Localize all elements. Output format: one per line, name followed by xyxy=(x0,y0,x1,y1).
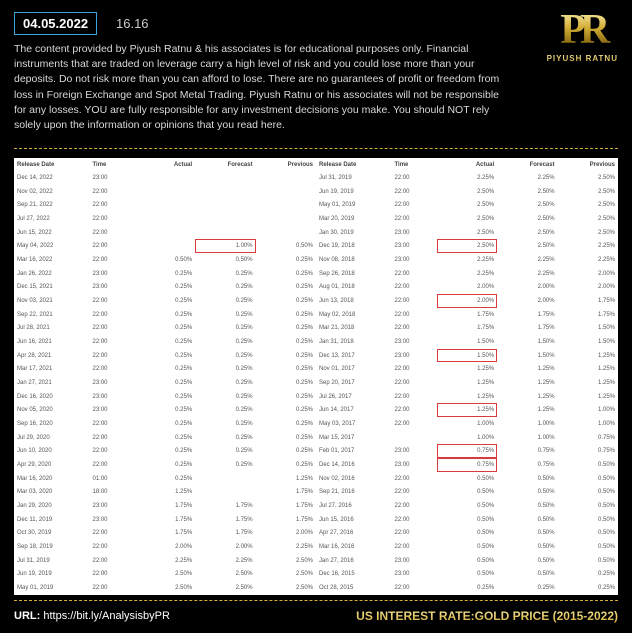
divider-bottom xyxy=(14,600,618,601)
column-header: Time xyxy=(90,158,135,171)
column-header: Forecast xyxy=(497,158,557,171)
table-row: Jun 19, 201922:002.50%2.50%2.50% xyxy=(316,185,618,199)
column-header: Previous xyxy=(256,158,316,171)
table-row: Jul 28, 202122:000.25%0.25%0.25% xyxy=(14,321,316,335)
table-row: Dec 15, 202123:000.25%0.25%0.25% xyxy=(14,280,316,294)
table-row: Nov 02, 202222:00 xyxy=(14,185,316,199)
table-row: Jan 30, 201923:002.50%2.50%2.50% xyxy=(316,226,618,240)
table-row: Jul 26, 201722:001.25%1.25%1.25% xyxy=(316,390,618,404)
table-row: Jan 27, 201623:000.50%0.50%0.50% xyxy=(316,554,618,568)
date-badge: 04.05.2022 xyxy=(14,12,97,35)
footer-title: US INTEREST RATE:GOLD PRICE (2015-2022) xyxy=(356,609,618,623)
table-row: Jul 29, 202022:000.25%0.25%0.25% xyxy=(14,431,316,445)
table-row: Dec 13, 201723:001.50%1.50%1.25% xyxy=(316,349,618,363)
table-row: Sep 21, 201622:000.50%0.50%0.50% xyxy=(316,485,618,499)
url-value: https://bit.ly/AnalysisbyPR xyxy=(43,610,170,622)
column-header: Forecast xyxy=(195,158,255,171)
column-header: Previous xyxy=(558,158,618,171)
column-header: Actual xyxy=(437,158,497,171)
table-row: Jun 16, 202122:000.25%0.25%0.25% xyxy=(14,335,316,349)
table-row: Dec 16, 202023:000.25%0.25%0.25% xyxy=(14,390,316,404)
table-row: Jul 31, 201922:002.25%2.25%2.50% xyxy=(14,554,316,568)
table-row: Jul 27, 201622:000.50%0.50%0.50% xyxy=(316,499,618,513)
rates-table-right: Release DateTimeActualForecastPreviousJu… xyxy=(316,158,618,595)
table-row: Nov 03, 202122:000.25%0.25%0.25% xyxy=(14,294,316,308)
table-row: Nov 05, 202023:000.25%0.25%0.25% xyxy=(14,403,316,417)
data-tables: Release DateTimeActualForecastPreviousDe… xyxy=(14,158,618,595)
table-row: Jun 19, 201922:002.50%2.50%2.50% xyxy=(14,567,316,581)
table-row: Dec 11, 201923:001.75%1.75%1.75% xyxy=(14,513,316,527)
table-row: Dec 14, 201623:000.75%0.75%0.50% xyxy=(316,458,618,472)
column-header: Time xyxy=(392,158,437,171)
table-row: Apr 28, 202122:000.25%0.25%0.25% xyxy=(14,349,316,363)
table-row: Mar 15, 20171.00%1.00%0.75% xyxy=(316,431,618,445)
table-row: Sep 20, 201722:001.25%1.25%1.25% xyxy=(316,376,618,390)
table-row: Apr 29, 202022:000.25%0.25%0.25% xyxy=(14,458,316,472)
table-row: Jun 15, 202222:00 xyxy=(14,226,316,240)
logo-name: PIYUSH RATNU xyxy=(547,54,618,63)
table-row: Sep 21, 202222:00 xyxy=(14,198,316,212)
logo-monogram: PR xyxy=(547,12,618,50)
table-row: Nov 02, 201622:000.50%0.50%0.50% xyxy=(316,472,618,486)
table-row: Jul 31, 201922:002.25%2.25%2.50% xyxy=(316,171,618,185)
url-label: URL: xyxy=(14,610,40,622)
table-row: Aug 01, 201822:002.00%2.00%2.00% xyxy=(316,280,618,294)
table-row: May 01, 201922:002.50%2.50%2.50% xyxy=(14,581,316,595)
column-header: Release Date xyxy=(316,158,392,171)
table-row: Dec 16, 201523:000.50%0.50%0.25% xyxy=(316,567,618,581)
time-text: 16.16 xyxy=(116,16,149,31)
table-row: Oct 28, 201522:000.25%0.25%0.25% xyxy=(316,581,618,595)
table-row: May 01, 201922:002.50%2.50%2.50% xyxy=(316,198,618,212)
table-row: Mar 16, 201622:000.50%0.50%0.50% xyxy=(316,540,618,554)
footer: URL: https://bit.ly/AnalysisbyPR US INTE… xyxy=(14,609,618,623)
divider-top xyxy=(14,148,618,149)
table-row: Mar 17, 202122:000.25%0.25%0.25% xyxy=(14,362,316,376)
table-row: Apr 27, 201622:000.50%0.50%0.50% xyxy=(316,526,618,540)
table-row: Jun 13, 201822:002.00%2.00%1.75% xyxy=(316,294,618,308)
table-row: Oct 30, 201922:001.75%1.75%2.00% xyxy=(14,526,316,540)
table-row: Sep 16, 202022:000.25%0.25%0.25% xyxy=(14,417,316,431)
table-row: Jan 31, 201823:001.50%1.50%1.50% xyxy=(316,335,618,349)
table-row: Nov 08, 201823:002.25%2.25%2.25% xyxy=(316,253,618,267)
table-row: Jun 15, 201622:000.50%0.50%0.50% xyxy=(316,513,618,527)
table-row: Jun 10, 202022:000.25%0.25%0.25% xyxy=(14,444,316,458)
table-row: Sep 22, 202122:000.25%0.25%0.25% xyxy=(14,308,316,322)
table-row: Jan 27, 202123:000.25%0.25%0.25% xyxy=(14,376,316,390)
table-row: Jul 27, 202222:00 xyxy=(14,212,316,226)
table-row: Dec 19, 201823:002.50%2.50%2.25% xyxy=(316,239,618,253)
table-row: Feb 01, 201723:000.75%0.75%0.75% xyxy=(316,444,618,458)
logo: PR PIYUSH RATNU xyxy=(547,12,618,63)
rates-table-left: Release DateTimeActualForecastPreviousDe… xyxy=(14,158,316,595)
disclaimer-text: The content provided by Piyush Ratnu & h… xyxy=(14,42,512,133)
table-row: Mar 03, 202018:001.25%1.75% xyxy=(14,485,316,499)
table-row: May 03, 201722:001.00%1.00%1.00% xyxy=(316,417,618,431)
table-row: Dec 14, 202223:00 xyxy=(14,171,316,185)
table-row: Mar 16, 202001:000.25%1.25% xyxy=(14,472,316,486)
table-row: Mar 20, 201922:002.50%2.50%2.50% xyxy=(316,212,618,226)
table-row: Sep 18, 201922:002.00%2.00%2.25% xyxy=(14,540,316,554)
table-row: Jan 29, 202023:001.75%1.75%1.75% xyxy=(14,499,316,513)
table-row: Mar 21, 201822:001.75%1.75%1.50% xyxy=(316,321,618,335)
footer-url: URL: https://bit.ly/AnalysisbyPR xyxy=(14,610,170,622)
table-row: Jan 26, 202223:000.25%0.25%0.25% xyxy=(14,267,316,281)
table-row: May 02, 201822:001.75%1.75%1.75% xyxy=(316,308,618,322)
table-row: Sep 26, 201822:002.25%2.25%2.00% xyxy=(316,267,618,281)
column-header: Release Date xyxy=(14,158,90,171)
table-row: May 04, 202222:001.00%0.50% xyxy=(14,239,316,253)
table-row: Nov 01, 201722:001.25%1.25%1.25% xyxy=(316,362,618,376)
table-row: Mar 16, 202222:000.50%0.50%0.25% xyxy=(14,253,316,267)
table-row: Jun 14, 201722:001.25%1.25%1.00% xyxy=(316,403,618,417)
column-header: Actual xyxy=(135,158,195,171)
